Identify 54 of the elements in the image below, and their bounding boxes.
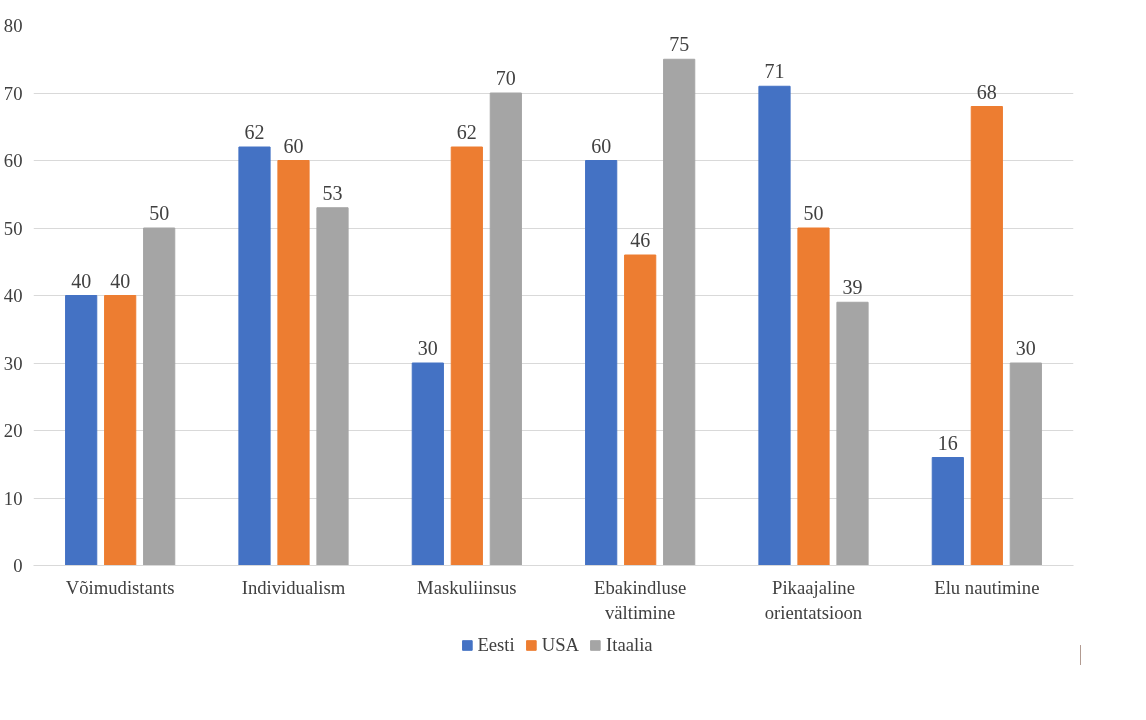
legend-label: Eesti [477,634,515,656]
y-tick-label: 80 [3,15,23,36]
data-label: 40 [71,269,92,292]
data-label: 39 [842,276,863,299]
data-label: 62 [244,121,265,143]
data-label: 30 [417,337,438,359]
y-tick-label: 20 [3,420,23,441]
bar [624,254,657,566]
bar [1009,362,1042,566]
bar [758,85,791,566]
bar [238,146,271,566]
bar [411,362,444,566]
x-tick-label: Maskuliinsus [417,576,517,598]
data-label: 68 [976,80,997,103]
bar [104,295,137,566]
y-tick-label: 30 [3,352,23,374]
y-tick-label: 70 [3,82,23,104]
bar [970,106,1003,566]
y-tick-label: 60 [3,150,23,171]
y-tick-label: 10 [3,487,23,509]
x-tick-label: Pikaajaline orientatsioon [764,576,863,623]
data-label: 62 [456,121,477,143]
bar [143,227,176,566]
x-tick-label: Elu nautimine [934,576,1040,598]
legend-label: Itaalia [606,634,653,656]
data-label: 60 [591,134,612,157]
bar [316,207,349,566]
data-label: 30 [1015,337,1036,359]
x-tick-label: Võimudistants [65,576,175,598]
bar [663,58,696,566]
data-label: 53 [322,181,343,204]
y-tick-label: 40 [3,285,23,306]
data-label: 50 [149,202,170,224]
bar [489,92,522,566]
bar [450,146,483,566]
x-tick-label: Individualism [241,576,346,598]
data-label: 70 [495,67,516,89]
bar [585,160,618,566]
data-label: 71 [764,60,785,83]
y-tick-label: 0 [13,555,23,576]
x-tick-label: Ebakindluse vältimine [594,576,687,623]
bar [797,227,830,566]
data-label: 40 [110,269,131,292]
bar [277,160,310,566]
data-label: 75 [669,33,690,56]
legend-label: USA [541,634,580,656]
data-label: 60 [283,134,304,157]
y-tick-label: 50 [3,217,23,239]
bar [931,457,964,566]
data-label: 46 [630,229,651,251]
bar [836,301,869,566]
bar [65,295,98,566]
data-label: 50 [803,202,824,224]
data-label: 16 [937,431,958,454]
